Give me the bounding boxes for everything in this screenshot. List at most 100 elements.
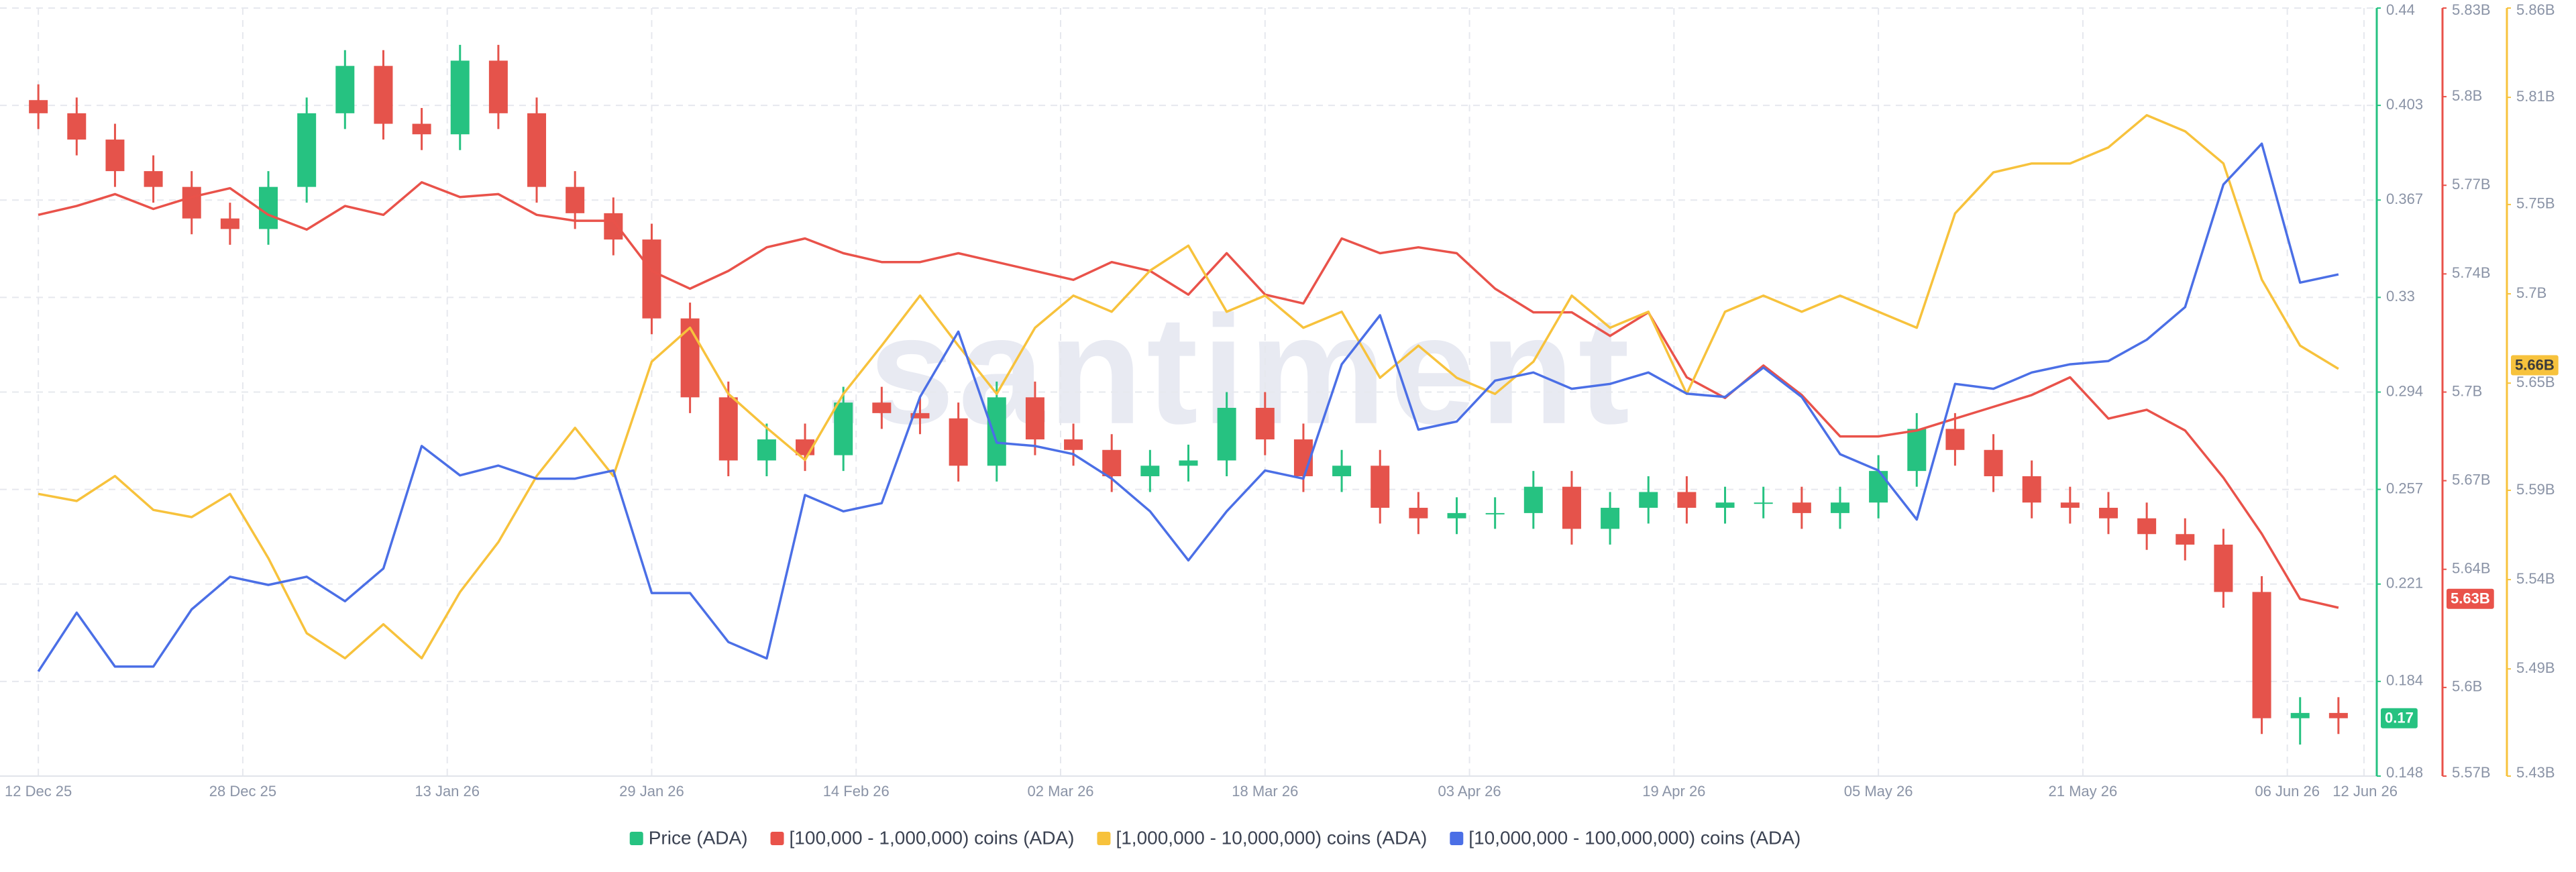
y-tick-label: 5.43B	[2516, 764, 2555, 781]
x-tick-label: 18 Mar 26	[1232, 783, 1298, 800]
y-tick-label: 5.74B	[2452, 264, 2491, 281]
candle-body	[1064, 439, 1083, 450]
candle-body	[1371, 466, 1390, 508]
candle-body	[2022, 476, 2041, 503]
y-tick-label: 5.65B	[2516, 374, 2555, 390]
candle-body	[1485, 512, 1505, 514]
y-tick-label: 5.77B	[2452, 176, 2491, 193]
candle-body	[144, 171, 163, 187]
series-line	[37, 142, 2339, 673]
x-tick-label: 05 May 26	[1844, 783, 1913, 800]
legend: Price (ADA) [100,000 - 1,000,000) coins (…	[629, 827, 1801, 848]
candle-body	[1409, 508, 1428, 519]
y-tick-label: 5.59B	[2516, 481, 2555, 498]
candle-body	[1984, 449, 2003, 476]
legend-label: [1,000,000 - 10,000,000) coins (ADA)	[1116, 827, 1427, 848]
x-tick-label: 12 Dec 25	[5, 783, 72, 800]
y-tick-label: 5.67B	[2452, 471, 2491, 488]
candle-body	[1025, 397, 1044, 440]
candle-body	[834, 402, 853, 455]
y-tick-label: 0.148	[2386, 764, 2423, 781]
y-tick-label: 5.64B	[2452, 560, 2491, 577]
y-tick-label: 0.367	[2386, 190, 2423, 207]
y-tick-label: 5.81B	[2516, 88, 2555, 105]
y-tick-label: 0.221	[2386, 575, 2423, 592]
candle-body	[1140, 466, 1160, 476]
candle-body	[259, 186, 278, 229]
series-line	[38, 181, 2339, 609]
candle-body	[642, 239, 661, 319]
x-tick-label: 29 Jan 26	[619, 783, 684, 800]
y-tick-label: 5.86B	[2516, 1, 2555, 18]
legend-label: [10,000,000 - 100,000,000) coins (ADA)	[1468, 827, 1801, 848]
legend-marker	[629, 832, 643, 845]
y-tick-label: 5.83B	[2452, 1, 2491, 18]
value-badge	[2511, 355, 2559, 376]
y-tick-label: 0.403	[2386, 96, 2423, 113]
y-tick-label: 0.257	[2386, 480, 2423, 496]
candle-body	[29, 100, 48, 113]
value-badge	[2381, 708, 2418, 728]
x-tick-label: 28 Dec 25	[209, 783, 276, 800]
candle-body	[335, 66, 355, 113]
candle-body	[987, 397, 1006, 466]
candle-body	[910, 413, 930, 419]
candle-body	[1332, 466, 1352, 476]
y-tick-label: 5.75B	[2516, 195, 2555, 212]
candle-body	[2328, 712, 2348, 718]
candle-body	[2176, 534, 2195, 545]
candle-body	[1639, 492, 1658, 508]
candle-body	[1447, 512, 1466, 519]
candle-body	[1255, 408, 1275, 440]
y-tick-label: 5.6B	[2452, 678, 2482, 695]
y-tick-label: 5.57B	[2452, 764, 2491, 781]
y-tick-label: 5.7B	[2452, 382, 2482, 399]
candle-body	[1945, 429, 1965, 450]
candle-body	[105, 140, 125, 172]
candle-body	[1523, 486, 1543, 513]
candle-body	[1102, 449, 1122, 476]
y-tick-label: 5.54B	[2516, 570, 2555, 587]
x-tick-label: 03 Apr 26	[1438, 783, 1501, 800]
x-tick-label: 13 Jan 26	[415, 783, 480, 800]
candle-body	[488, 60, 508, 113]
candle-body	[2060, 502, 2080, 508]
candle-body	[872, 402, 892, 413]
candle-body	[182, 186, 201, 219]
y-tick-label: 0.294	[2386, 382, 2423, 399]
y-tick-label: 0.184	[2386, 672, 2423, 689]
legend-label: Price (ADA)	[649, 827, 748, 848]
legend-marker	[770, 832, 784, 845]
value-badge-label: 5.63B	[2451, 590, 2490, 607]
candle-body	[604, 213, 623, 240]
candle-body	[2252, 592, 2271, 718]
candle-body	[1217, 408, 1236, 461]
candle-body	[1715, 502, 1735, 508]
x-tick-label: 14 Feb 26	[823, 783, 890, 800]
candle-body	[2290, 712, 2310, 718]
candle-body	[2137, 518, 2157, 535]
y-tick-label: 5.8B	[2452, 87, 2482, 104]
candle-body	[1792, 502, 1811, 513]
y-tick-label: 5.49B	[2516, 659, 2555, 676]
x-tick-label: 02 Mar 26	[1027, 783, 1093, 800]
candle-body	[718, 397, 738, 461]
candle-body	[1754, 502, 1773, 504]
candle-body	[1601, 508, 1620, 529]
candle-body	[757, 439, 776, 461]
candle-body	[949, 418, 968, 466]
candle-body	[2214, 544, 2233, 592]
candle-body	[220, 218, 239, 229]
x-tick-label: 06 Jun 26	[2255, 783, 2320, 800]
series-line	[38, 114, 2339, 660]
candle-body	[374, 66, 393, 124]
value-badge-label: 0.17	[2385, 710, 2414, 726]
y-tick-label: 0.33	[2386, 288, 2415, 305]
candle-body	[67, 113, 87, 140]
candle-body	[1830, 502, 1849, 513]
y-tick-label: 0.44	[2386, 1, 2415, 18]
legend-label: [100,000 - 1,000,000) coins (ADA)	[790, 827, 1075, 848]
value-badge-label: 5.66B	[2515, 356, 2555, 373]
